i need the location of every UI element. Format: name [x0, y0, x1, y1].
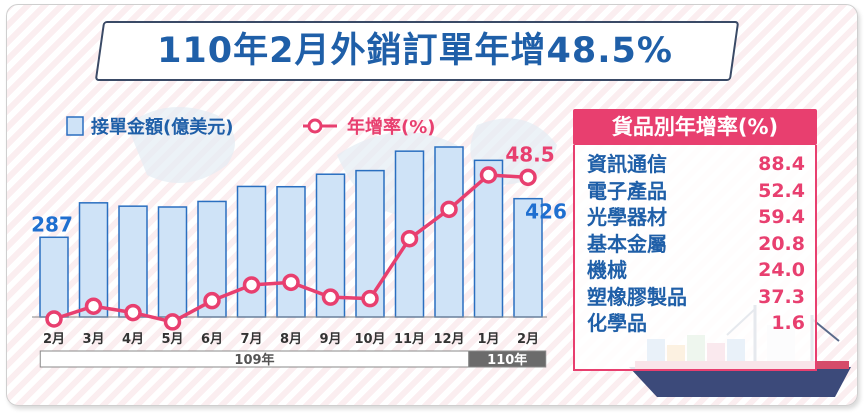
x-tick-label: 7月	[240, 332, 262, 347]
bar	[276, 185, 306, 318]
x-tick-label: 2月	[43, 332, 65, 347]
category-name: 光學器材	[587, 205, 667, 229]
x-tick-label: 8月	[280, 332, 302, 347]
legend-bar-label: 接單金額(億美元)	[91, 116, 233, 138]
category-growth-row: 化學品 1.6	[575, 310, 815, 337]
yoy-growth-point	[361, 289, 379, 308]
yoy-growth-point	[242, 276, 261, 294]
category-growth-value: 88.4	[758, 153, 805, 175]
category-growth-row: 電子產品 52.4	[575, 178, 815, 205]
category-name: 電子產品	[587, 178, 667, 203]
x-tick-label: 11月	[394, 332, 425, 347]
x-tick-label: 10月	[354, 332, 385, 347]
yoy-growth-point	[203, 291, 221, 310]
x-tick-label: 12月	[433, 332, 464, 347]
category-name: 資訊通信	[587, 152, 667, 176]
category-growth-value: 1.6	[771, 312, 805, 334]
category-name: 機械	[587, 258, 627, 282]
yoy-growth-point	[440, 200, 458, 219]
infographic-frame: 110年2月外銷訂單年增48.5% 接單金額(億美元) 年增率(%) 287 426 4…	[6, 4, 858, 406]
x-tick-label: 1月	[477, 332, 499, 347]
category-growth-panel: 貨品別年增率(%) 資訊通信 88.4 電子產品 52.4 光學器材 59.4 基本金屬 20…	[573, 109, 817, 371]
category-name: 塑橡膠製品	[587, 284, 687, 309]
category-growth-value: 59.4	[758, 206, 805, 228]
category-growth-row: 基本金屬 20.8	[575, 231, 815, 258]
bar	[434, 146, 464, 318]
x-tick-label: 2月	[517, 332, 539, 347]
yoy-growth-point	[519, 168, 537, 187]
category-growth-value: 52.4	[758, 179, 805, 202]
x-tick-label: 6月	[201, 332, 223, 347]
yoy-growth-point	[163, 313, 182, 331]
legend-bar-swatch	[66, 116, 84, 136]
yoy-growth-point	[45, 310, 63, 328]
x-tick-label: 9月	[319, 332, 341, 347]
category-growth-row: 機械 24.0	[575, 257, 815, 284]
year-group-label: 109年	[234, 352, 274, 368]
yoy-growth-point	[479, 166, 498, 184]
category-growth-value: 24.0	[758, 259, 805, 281]
line-value-label: 48.5	[505, 142, 554, 166]
chart-area: 接單金額(億美元) 年增率(%) 287 426 48.5 2月 3月 4月 5月 6月 7月 8月 9…	[31, 116, 567, 368]
category-growth-row: 塑橡膠製品 37.3	[575, 284, 815, 311]
category-growth-row: 資訊通信 88.4	[575, 151, 815, 178]
category-growth-header: 貨品別年增率(%)	[573, 109, 817, 145]
category-name: 化學品	[587, 311, 647, 335]
bar	[157, 206, 188, 318]
bar-value-label: 426	[525, 200, 567, 224]
yoy-growth-point	[124, 303, 142, 322]
category-growth-value: 20.8	[758, 232, 805, 255]
x-tick-label: 4月	[122, 332, 144, 347]
category-growth-row: 光學器材 59.4	[575, 204, 815, 231]
legend-line-marker	[307, 118, 323, 134]
bar	[39, 236, 69, 318]
category-name: 基本金屬	[587, 231, 667, 256]
bar	[236, 185, 267, 318]
bar	[513, 197, 543, 318]
yoy-growth-point	[282, 273, 300, 292]
bar-value-label: 287	[31, 212, 73, 236]
yoy-growth-point	[400, 229, 419, 248]
category-growth-value: 37.3	[758, 285, 805, 308]
year-group-label: 110年	[487, 352, 527, 368]
year-group-box	[468, 350, 547, 368]
category-growth-list: 資訊通信 88.4 電子產品 52.4 光學器材 59.4 基本金屬 20.8 機械 24.0 塑橡…	[573, 145, 817, 371]
x-tick-label: 3月	[82, 332, 104, 347]
chart-title: 110年2月外銷訂單年增48.5%	[157, 31, 673, 71]
yoy-growth-point	[321, 288, 340, 306]
legend-line-label: 年增率(%)	[347, 116, 436, 138]
x-tick-label: 5月	[161, 332, 183, 347]
bar	[118, 205, 148, 318]
yoy-growth-point	[84, 297, 103, 315]
